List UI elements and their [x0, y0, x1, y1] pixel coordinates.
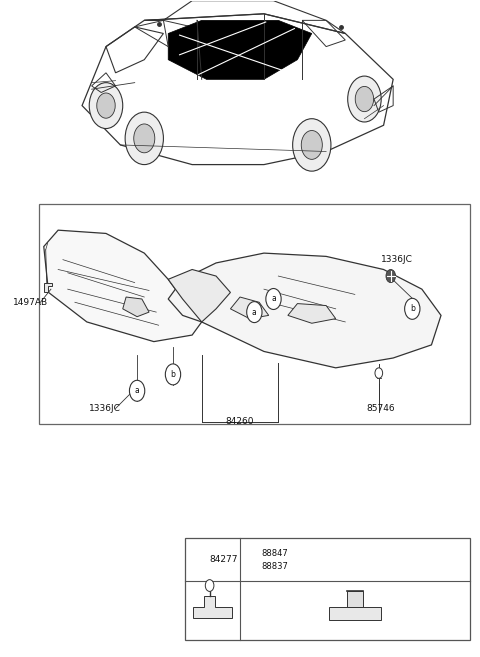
Circle shape — [205, 579, 214, 591]
Polygon shape — [328, 607, 381, 620]
Polygon shape — [168, 253, 441, 368]
Polygon shape — [44, 283, 52, 292]
Circle shape — [386, 269, 396, 283]
Circle shape — [243, 551, 256, 569]
Bar — [39, 204, 470, 424]
Circle shape — [293, 119, 331, 171]
Text: a: a — [135, 386, 140, 396]
Bar — [185, 538, 470, 640]
Text: a: a — [271, 294, 276, 304]
Polygon shape — [288, 304, 336, 323]
Text: 1336JC: 1336JC — [89, 404, 121, 413]
Text: b: b — [170, 370, 175, 379]
Circle shape — [247, 302, 262, 323]
Text: a: a — [194, 555, 199, 564]
Polygon shape — [347, 591, 362, 607]
Polygon shape — [123, 297, 149, 317]
Text: 1497AB: 1497AB — [12, 298, 48, 307]
Circle shape — [165, 364, 180, 385]
Text: 1336JC: 1336JC — [381, 255, 413, 264]
Text: 88837: 88837 — [262, 562, 288, 571]
Circle shape — [134, 124, 155, 153]
Polygon shape — [230, 297, 269, 319]
Text: 85746: 85746 — [367, 404, 396, 413]
Polygon shape — [168, 269, 230, 322]
Text: 84277: 84277 — [209, 555, 238, 564]
Polygon shape — [44, 230, 202, 342]
Polygon shape — [168, 20, 312, 79]
Polygon shape — [193, 596, 232, 618]
Circle shape — [375, 368, 383, 378]
Circle shape — [125, 112, 163, 165]
Text: b: b — [410, 304, 415, 313]
Text: a: a — [252, 307, 257, 317]
Circle shape — [190, 551, 204, 569]
Text: 84260: 84260 — [226, 417, 254, 426]
Circle shape — [266, 288, 281, 309]
Circle shape — [130, 380, 145, 401]
Circle shape — [348, 76, 381, 122]
Circle shape — [355, 87, 373, 112]
Circle shape — [301, 131, 323, 160]
Circle shape — [405, 298, 420, 319]
Circle shape — [89, 83, 123, 129]
Text: 88847: 88847 — [262, 549, 288, 558]
Text: b: b — [247, 555, 252, 564]
Circle shape — [97, 93, 115, 118]
